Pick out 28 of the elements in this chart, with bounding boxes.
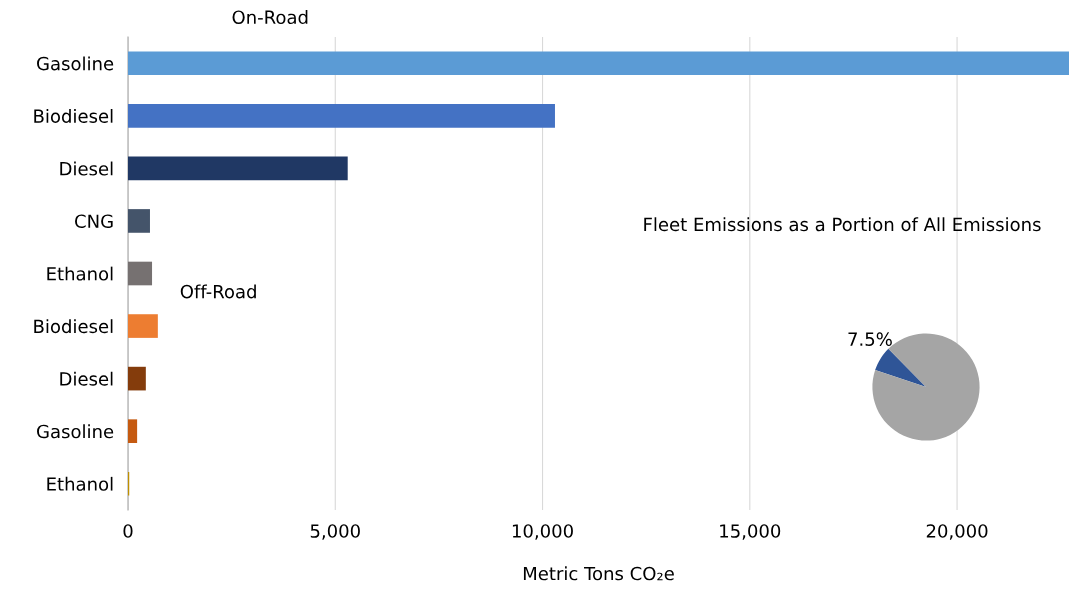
y-tick-label: Gasoline xyxy=(37,424,114,439)
y-tick-label: Biodiesel xyxy=(34,319,113,334)
bar xyxy=(128,419,138,443)
y-tick-label: Gasoline xyxy=(37,56,114,71)
x-tick-label: 10,000 xyxy=(512,524,573,540)
bar xyxy=(128,314,158,338)
bar xyxy=(128,51,1069,76)
y-tick-label: Biodiesel xyxy=(34,108,113,123)
y-tick-label: Diesel xyxy=(60,161,113,176)
y-tick-label: CNG xyxy=(75,214,113,229)
pie-slice xyxy=(875,348,926,387)
chart-title: Fleet Emissions as a Portion of All Emissions xyxy=(644,217,1041,232)
y-tick-label: Diesel xyxy=(60,371,113,386)
x-tick-label: 15,000 xyxy=(720,524,781,540)
data-label: 7.5% xyxy=(848,332,892,346)
x-tick-label: 5,000 xyxy=(310,524,360,540)
bar xyxy=(128,261,153,286)
x-axis-title: Metric Tons CO₂e xyxy=(523,566,674,581)
text: On-Road xyxy=(232,10,308,25)
y-tick-label: Ethanol xyxy=(47,266,113,281)
bar xyxy=(128,104,555,128)
bar xyxy=(128,209,150,233)
x-tick-label: 20,000 xyxy=(926,524,988,540)
bar xyxy=(128,156,348,181)
bar xyxy=(128,366,146,391)
y-tick-label: Ethanol xyxy=(47,476,113,491)
x-tick-label: 0 xyxy=(123,524,133,538)
annotation: Off-Road xyxy=(180,284,256,299)
